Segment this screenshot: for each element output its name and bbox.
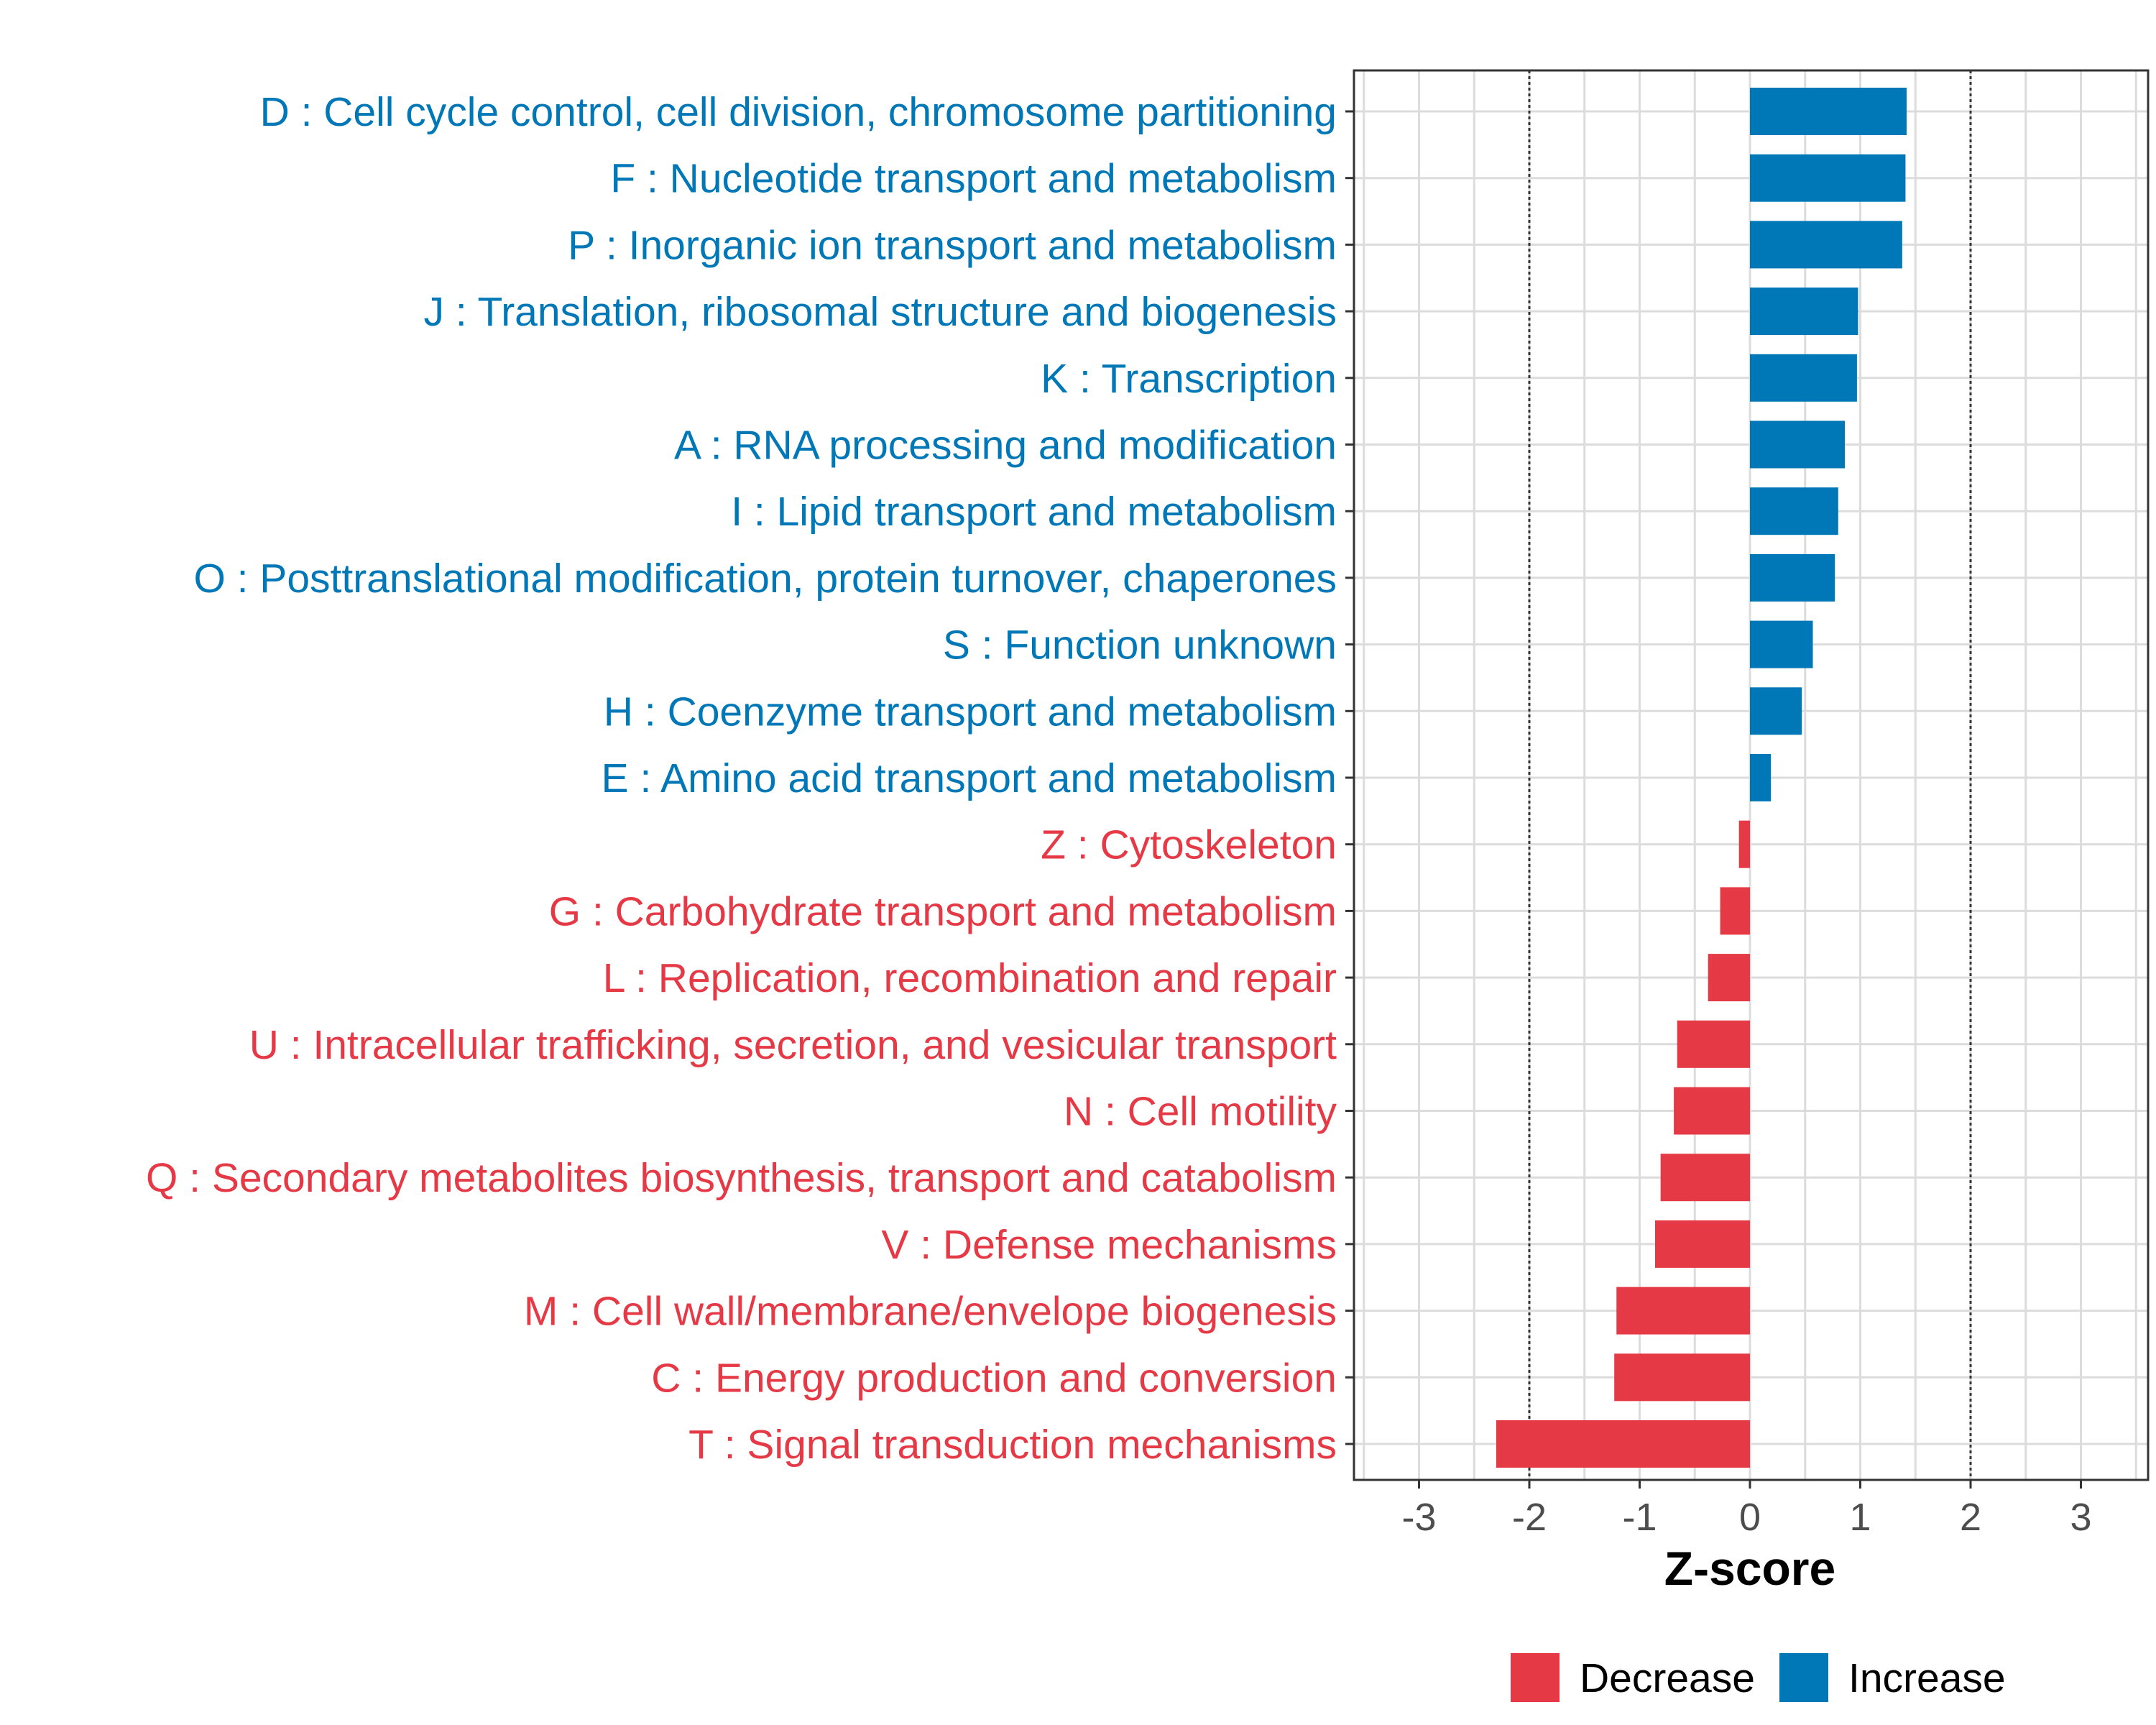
category-label: F : Nucleotide transport and metabolism	[610, 156, 1337, 202]
bar	[1750, 354, 1857, 402]
category-label: U : Intracellular trafficking, secretion…	[249, 1022, 1337, 1068]
bar	[1708, 954, 1750, 1002]
bar	[1750, 154, 1906, 202]
bar	[1720, 887, 1750, 935]
bar	[1750, 221, 1902, 269]
category-label: V : Defense mechanisms	[881, 1222, 1337, 1268]
legend-label: Decrease	[1580, 1655, 1755, 1701]
x-tick-label: 0	[1739, 1496, 1761, 1539]
bar	[1750, 88, 1907, 135]
category-label: Z : Cytoskeleton	[1041, 822, 1337, 868]
category-label: G : Carbohydrate transport and metabolis…	[549, 888, 1337, 934]
bar	[1677, 1020, 1750, 1068]
bar	[1674, 1087, 1750, 1135]
bar	[1750, 620, 1813, 668]
bar	[1750, 553, 1835, 602]
legend-swatch	[1511, 1653, 1560, 1702]
x-tick-label: -3	[1401, 1496, 1436, 1539]
category-label: Q : Secondary metabolites biosynthesis, …	[146, 1155, 1337, 1201]
bar	[1750, 487, 1838, 535]
x-tick-label: 2	[1960, 1496, 1981, 1539]
bar	[1654, 1220, 1750, 1268]
category-label: K : Transcription	[1041, 356, 1337, 402]
bar	[1738, 820, 1750, 868]
category-label: E : Amino acid transport and metabolism	[602, 755, 1337, 801]
x-tick-label: 3	[2070, 1496, 2091, 1539]
category-label: I : Lipid transport and metabolism	[731, 489, 1337, 535]
category-label: H : Coenzyme transport and metabolism	[604, 689, 1337, 735]
category-label: O : Posttranslational modification, prot…	[193, 556, 1337, 602]
bar	[1496, 1420, 1750, 1468]
legend-swatch	[1779, 1653, 1828, 1702]
category-label: A : RNA processing and modification	[674, 423, 1337, 469]
y-ticks	[1345, 110, 1354, 1445]
legend: Decrease Increase	[1511, 1653, 2006, 1702]
bars	[1496, 88, 1907, 1468]
bar	[1750, 288, 1858, 336]
category-label: D : Cell cycle control, cell division, c…	[260, 89, 1337, 135]
category-label: P : Inorganic ion transport and metaboli…	[568, 222, 1337, 268]
bar	[1750, 754, 1772, 801]
x-tick-label: 1	[1849, 1496, 1871, 1539]
category-labels: D : Cell cycle control, cell division, c…	[146, 89, 1337, 1468]
bar	[1614, 1353, 1750, 1402]
reference-lines	[1528, 70, 1972, 1480]
x-ticks: -3 -2 -1 0 1 2 3	[1401, 1480, 2092, 1539]
category-label: N : Cell motility	[1064, 1089, 1337, 1135]
x-axis-title: Z-score	[1664, 1542, 1835, 1595]
x-tick-label: -1	[1622, 1496, 1657, 1539]
category-label: L : Replication, recombination and repai…	[603, 955, 1337, 1001]
category-label: S : Function unknown	[943, 622, 1337, 668]
bar	[1660, 1154, 1750, 1202]
category-label: C : Energy production and conversion	[651, 1355, 1337, 1401]
category-label: J : Translation, ribosomal structure and…	[424, 289, 1337, 335]
bar	[1750, 420, 1846, 469]
x-tick-label: -2	[1512, 1496, 1547, 1539]
bar	[1750, 687, 1802, 735]
category-label: T : Signal transduction mechanisms	[688, 1422, 1337, 1468]
legend-label: Increase	[1848, 1655, 2006, 1701]
bar	[1616, 1287, 1750, 1335]
category-label: M : Cell wall/membrane/envelope biogenes…	[524, 1289, 1337, 1335]
